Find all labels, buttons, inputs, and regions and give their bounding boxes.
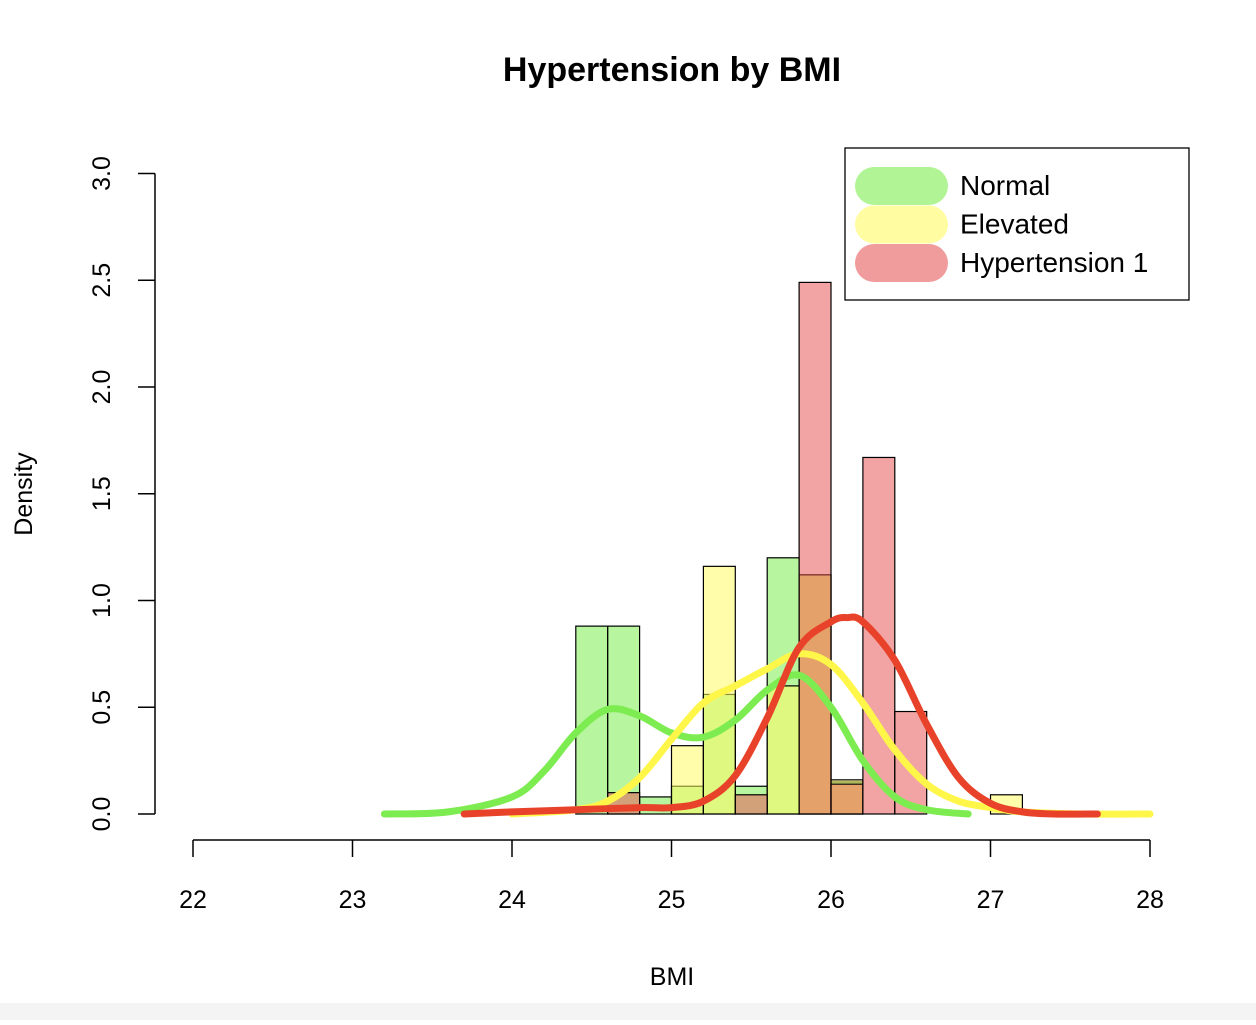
x-tick-label: 28 <box>1136 886 1164 914</box>
density-line-normal <box>380 671 972 818</box>
x-tick-label: 26 <box>817 886 845 914</box>
y-tick-label: 3.0 <box>88 156 116 191</box>
x-tick-label: 22 <box>179 886 207 914</box>
bar-hypertension-1-3 <box>798 281 832 815</box>
density-curves <box>380 613 1154 818</box>
y-tick-label: 0.0 <box>88 797 116 832</box>
y-tick-label: 2.5 <box>88 263 116 298</box>
legend-label-elevated: Elevated <box>960 209 1069 240</box>
y-tick-label: 1.5 <box>88 476 116 511</box>
y-tick-label: 2.0 <box>88 370 116 405</box>
density-line-hypertension-1 <box>460 613 1101 818</box>
x-tick-label: 25 <box>658 886 686 914</box>
legend: Normal Elevated Hypertension 1 <box>844 147 1190 301</box>
axes: 22 23 24 25 26 27 28 0.0 0.5 1.0 1.5 2.0 2.5 3.0 <box>88 156 1164 914</box>
x-tick-label: 27 <box>977 886 1005 914</box>
bar-hypertension-1-4 <box>830 783 864 815</box>
x-tick-label: 23 <box>339 886 367 914</box>
window-bottom-edge <box>0 1003 1256 1020</box>
legend-label-normal: Normal <box>960 170 1050 201</box>
histogram-bars <box>511 281 1023 815</box>
chart-title: Hypertension by BMI <box>503 51 841 89</box>
legend-label-hypertension-1: Hypertension 1 <box>960 247 1148 278</box>
x-tick-label: 24 <box>498 886 526 914</box>
y-axis-label: Density <box>10 452 38 536</box>
y-tick-label: 0.5 <box>88 690 116 725</box>
x-axis-label: BMI <box>650 963 694 991</box>
bar-hypertension-1-2 <box>734 794 768 815</box>
y-tick-label: 1.0 <box>88 583 116 618</box>
